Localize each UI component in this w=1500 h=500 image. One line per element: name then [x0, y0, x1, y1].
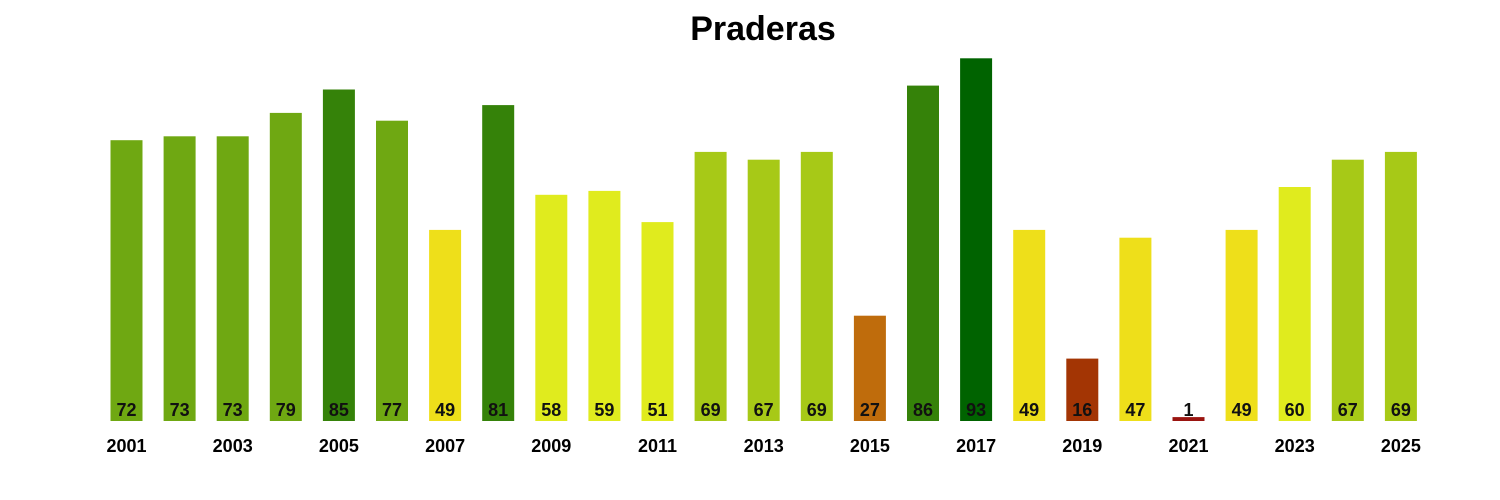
bar-2016: [907, 85, 939, 421]
bar-2003: [216, 136, 249, 422]
value-label-2020: 47: [1125, 400, 1145, 420]
bar-2018: [1013, 229, 1046, 421]
bar-2002: [163, 136, 196, 422]
x-tick-2007: 2007: [425, 436, 465, 456]
value-label-2017: 93: [966, 400, 986, 420]
bar-2009: [535, 194, 568, 421]
bar-2019: [1066, 358, 1099, 421]
value-label-2015: 27: [860, 400, 880, 420]
bar-2008: [482, 105, 515, 421]
value-label-2023: 60: [1285, 400, 1305, 420]
value-label-2022: 49: [1232, 400, 1252, 420]
bar-2005: [322, 89, 355, 421]
bar-2011: [641, 222, 674, 421]
x-tick-2025: 2025: [1381, 436, 1421, 456]
x-tick-2005: 2005: [319, 436, 359, 456]
value-label-2009: 58: [541, 400, 561, 420]
value-label-2021: 1: [1183, 400, 1193, 420]
value-label-2019: 16: [1072, 400, 1092, 420]
value-label-2003: 73: [223, 400, 243, 420]
chart-title: Praderas: [690, 10, 836, 48]
x-tick-2017: 2017: [956, 436, 996, 456]
x-tick-2001: 2001: [106, 436, 146, 456]
value-label-2002: 73: [170, 400, 190, 420]
value-label-2014: 69: [807, 400, 827, 420]
value-label-2011: 51: [647, 400, 667, 420]
bar-2014: [800, 151, 833, 421]
bar-2001: [110, 140, 143, 421]
value-label-2025: 69: [1391, 400, 1411, 420]
bar-2021: [1172, 417, 1205, 421]
x-tick-2009: 2009: [531, 436, 571, 456]
bar-2020: [1119, 237, 1152, 421]
x-tick-2003: 2003: [213, 436, 253, 456]
bar-2015: [853, 315, 886, 421]
bars-layer: [110, 58, 1417, 422]
bar-2023: [1278, 187, 1311, 421]
x-tick-2021: 2021: [1168, 436, 1208, 456]
bar-2022: [1225, 229, 1258, 421]
x-tick-2013: 2013: [744, 436, 784, 456]
x-tick-2015: 2015: [850, 436, 890, 456]
value-label-2024: 67: [1338, 400, 1358, 420]
bar-2006: [376, 120, 408, 421]
bar-2017: [960, 58, 993, 422]
value-label-2010: 59: [594, 400, 614, 420]
value-label-2004: 79: [276, 400, 296, 420]
x-tick-2023: 2023: [1275, 436, 1315, 456]
value-label-2012: 69: [701, 400, 721, 420]
value-labels-layer: 72 73 73 79 85 77 49 81 58 59 51 69 67 69 27 86 93 49 16 47…: [116, 400, 1410, 420]
x-tick-2019: 2019: [1062, 436, 1102, 456]
bar-2012: [694, 151, 727, 421]
bar-2010: [588, 190, 621, 421]
value-label-2001: 72: [116, 400, 136, 420]
bar-2013: [747, 159, 780, 421]
value-label-2018: 49: [1019, 400, 1039, 420]
bar-2024: [1331, 159, 1364, 421]
bar-2004: [269, 112, 302, 422]
value-label-2013: 67: [754, 400, 774, 420]
value-label-2008: 81: [488, 400, 508, 420]
value-label-2016: 86: [913, 400, 933, 420]
value-label-2006: 77: [382, 400, 402, 420]
bar-2025: [1384, 151, 1417, 421]
bar-2007: [429, 229, 462, 421]
value-label-2007: 49: [435, 400, 455, 420]
x-tick-2011: 2011: [638, 436, 677, 456]
x-axis-tick-labels: 2001 2003 2005 2007 2009 2011 2013 2015 2017 2019…: [106, 436, 1420, 456]
value-label-2005: 85: [329, 400, 349, 420]
